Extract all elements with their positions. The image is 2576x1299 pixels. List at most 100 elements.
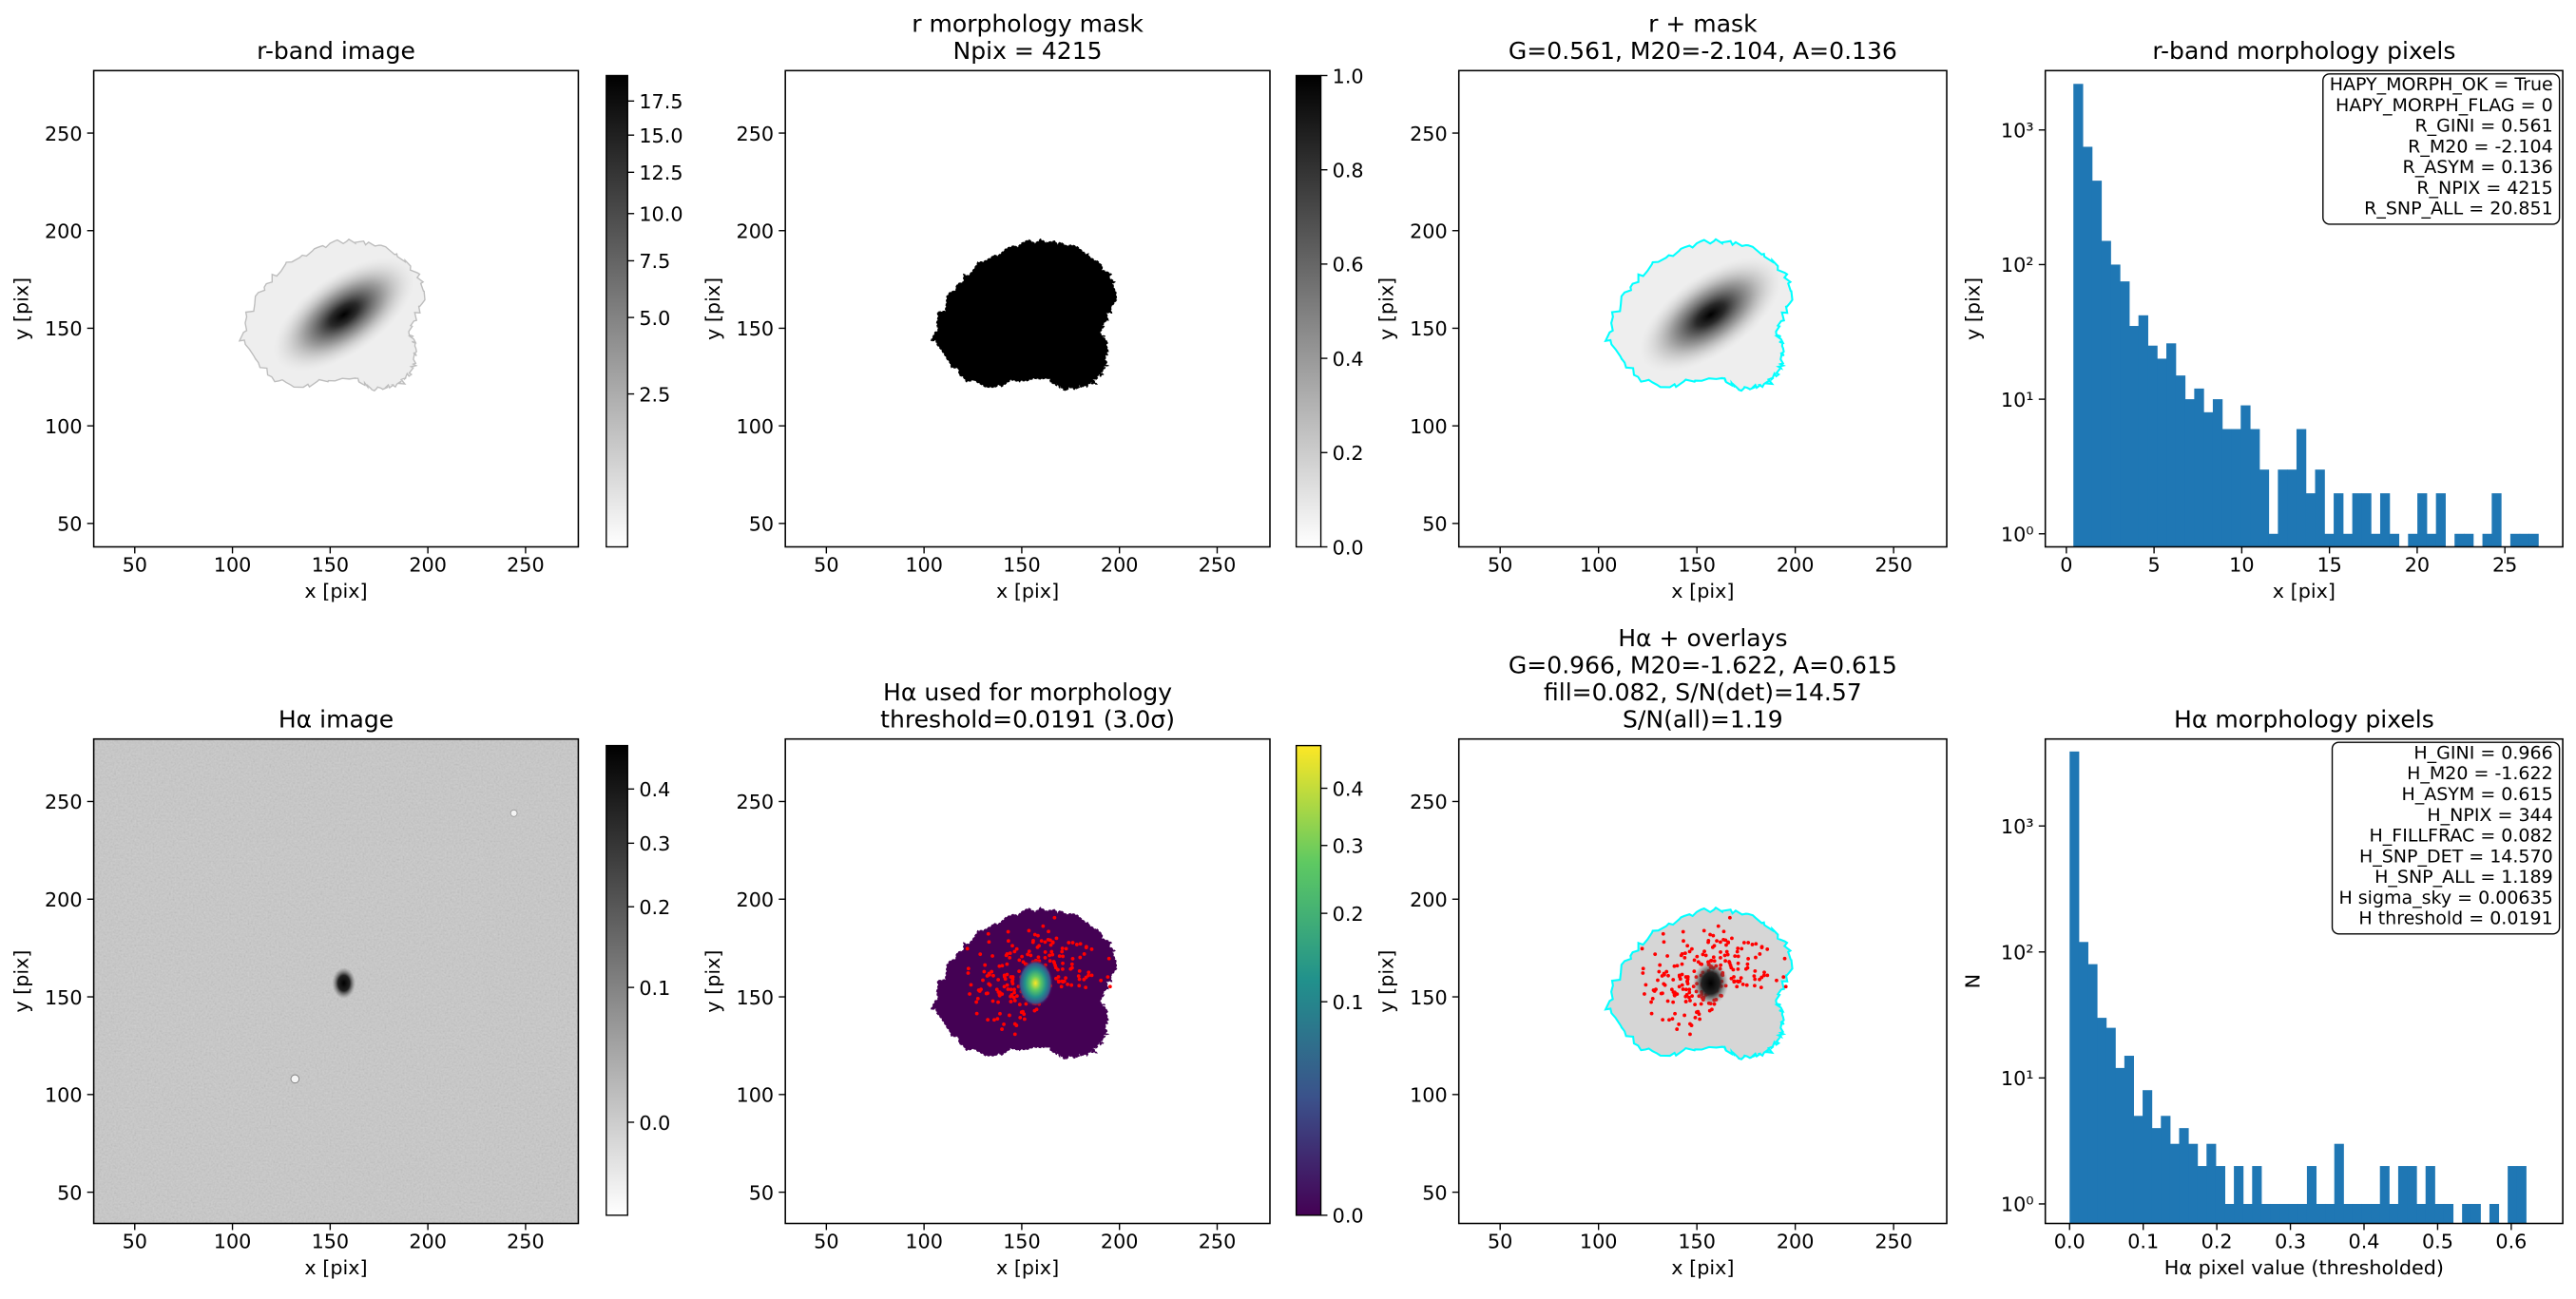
panel-title: fill=0.082, S/N(det)=14.57 [1544, 678, 1862, 706]
panel-title: Hα image [279, 706, 394, 734]
histogram-bar [2151, 1128, 2162, 1224]
panel-title: Hα morphology pixels [2174, 706, 2434, 734]
detected-pixel [1682, 1013, 1686, 1018]
x-tick-label: 250 [1874, 1230, 1913, 1252]
panel-title: S/N(all)=1.19 [1623, 706, 1783, 734]
colorbar-tick-label: 7.5 [639, 250, 670, 273]
histogram-bar [2120, 281, 2130, 547]
detected-pixel [1028, 953, 1033, 958]
detected-pixel [1682, 955, 1687, 960]
detected-pixel [987, 982, 991, 986]
detected-pixel [1685, 944, 1690, 948]
detected-pixel [1050, 941, 1055, 945]
y-tick-label: 150 [45, 317, 83, 340]
histogram-bar [2287, 469, 2297, 547]
detected-pixel [1014, 994, 1019, 999]
detected-pixel [1061, 954, 1066, 959]
y-tick-label: 150 [1410, 317, 1448, 340]
panel: r-band image 50 100 150 200 250 50 100 150 200 250… [10, 37, 682, 602]
annotation-line: H threshold = 0.0191 [2358, 908, 2552, 929]
detected-pixel [1077, 977, 1082, 982]
detected-pixel [1671, 978, 1676, 982]
detected-pixel [1687, 995, 1691, 1000]
galaxy-core [332, 967, 356, 1000]
detected-pixel [1017, 958, 1022, 963]
detected-pixel [1680, 972, 1684, 977]
histogram-bar [2083, 146, 2093, 547]
detected-pixel [1698, 1017, 1702, 1022]
detected-pixel [994, 987, 999, 992]
image-raster [785, 70, 1270, 547]
colorbar [606, 744, 628, 1216]
y-axis-label: y [pix] [1962, 277, 1985, 340]
detected-pixel [1009, 993, 1014, 997]
detected-pixel [1695, 954, 1700, 959]
colorbar-tick-label: 0.3 [1333, 835, 1364, 858]
detected-pixel [1005, 962, 1009, 966]
detected-pixel [1661, 1018, 1665, 1022]
image-raster [93, 738, 579, 1224]
detected-pixel [1008, 951, 1012, 956]
detected-pixel [1722, 953, 1727, 958]
x-tick-label: 250 [1199, 553, 1237, 576]
detected-pixel [1664, 969, 1669, 974]
annotation-line: HAPY_MORPH_FLAG = 0 [2336, 95, 2553, 116]
detected-pixel [1050, 952, 1055, 957]
x-tick-label: 20 [2405, 553, 2430, 576]
detected-pixel [990, 954, 994, 958]
detected-pixel [1669, 987, 1674, 992]
x-tick-label: 0.5 [2422, 1230, 2453, 1252]
y-tick-label: 250 [1410, 123, 1448, 145]
x-axis-label: x [pix] [996, 580, 1059, 602]
panel-title: Hα used for morphology [883, 678, 1172, 706]
x-axis-label: Hα pixel value (thresholded) [2164, 1256, 2444, 1279]
detected-pixel [991, 973, 995, 978]
detected-pixel [1712, 944, 1717, 948]
histogram-bar [2334, 493, 2344, 547]
detected-pixel [988, 972, 991, 977]
histogram-bar [2389, 533, 2400, 547]
detected-pixel [1719, 955, 1722, 960]
histogram-bar [2157, 358, 2167, 547]
detected-pixel [1736, 966, 1740, 971]
detected-pixel [1009, 979, 1014, 984]
colorbar-tick-label: 15.0 [639, 124, 682, 147]
histogram-bar [2509, 533, 2521, 547]
histogram-bar [2306, 1166, 2317, 1224]
detected-pixel [1687, 990, 1692, 995]
detected-pixel [1105, 975, 1110, 980]
x-tick-label: 50 [1488, 1230, 1512, 1252]
x-tick-label: 50 [123, 553, 147, 576]
galaxy-core [1693, 961, 1729, 1005]
y-tick-label: 200 [45, 220, 83, 243]
histogram-bar [2489, 1203, 2500, 1224]
colorbar-tick-label: 2.5 [639, 383, 670, 406]
annotation-line: H sigma_sky = 0.00635 [2338, 888, 2552, 908]
panel-title: r + mask [1648, 10, 1758, 38]
detected-pixel [1752, 974, 1757, 979]
colorbar [1295, 744, 1322, 1216]
annotation-line: H_FILLFRAC = 0.082 [2370, 826, 2553, 847]
detected-pixel [974, 1000, 979, 1004]
detected-pixel [1775, 978, 1778, 983]
detected-pixel [1699, 1002, 1703, 1006]
detected-pixel [1753, 984, 1757, 988]
detected-pixel [1735, 949, 1740, 954]
detected-pixel [1643, 992, 1646, 996]
detected-pixel [968, 992, 971, 996]
y-tick-label: 250 [737, 791, 775, 813]
histogram-bar [2516, 1166, 2527, 1224]
detected-pixel [1692, 969, 1697, 974]
histogram-bar [2408, 533, 2418, 547]
x-tick-label: 50 [814, 553, 838, 576]
colorbar-tick-label: 10.0 [639, 203, 682, 226]
detected-pixel [1106, 956, 1111, 961]
x-tick-label: 50 [1488, 553, 1512, 576]
detected-pixel [1667, 1018, 1671, 1022]
detected-pixel [1020, 954, 1024, 959]
detected-pixel [1761, 973, 1766, 978]
histogram-bar [2417, 493, 2428, 547]
x-tick-label: 150 [312, 1230, 350, 1252]
detected-pixel [1009, 987, 1013, 992]
